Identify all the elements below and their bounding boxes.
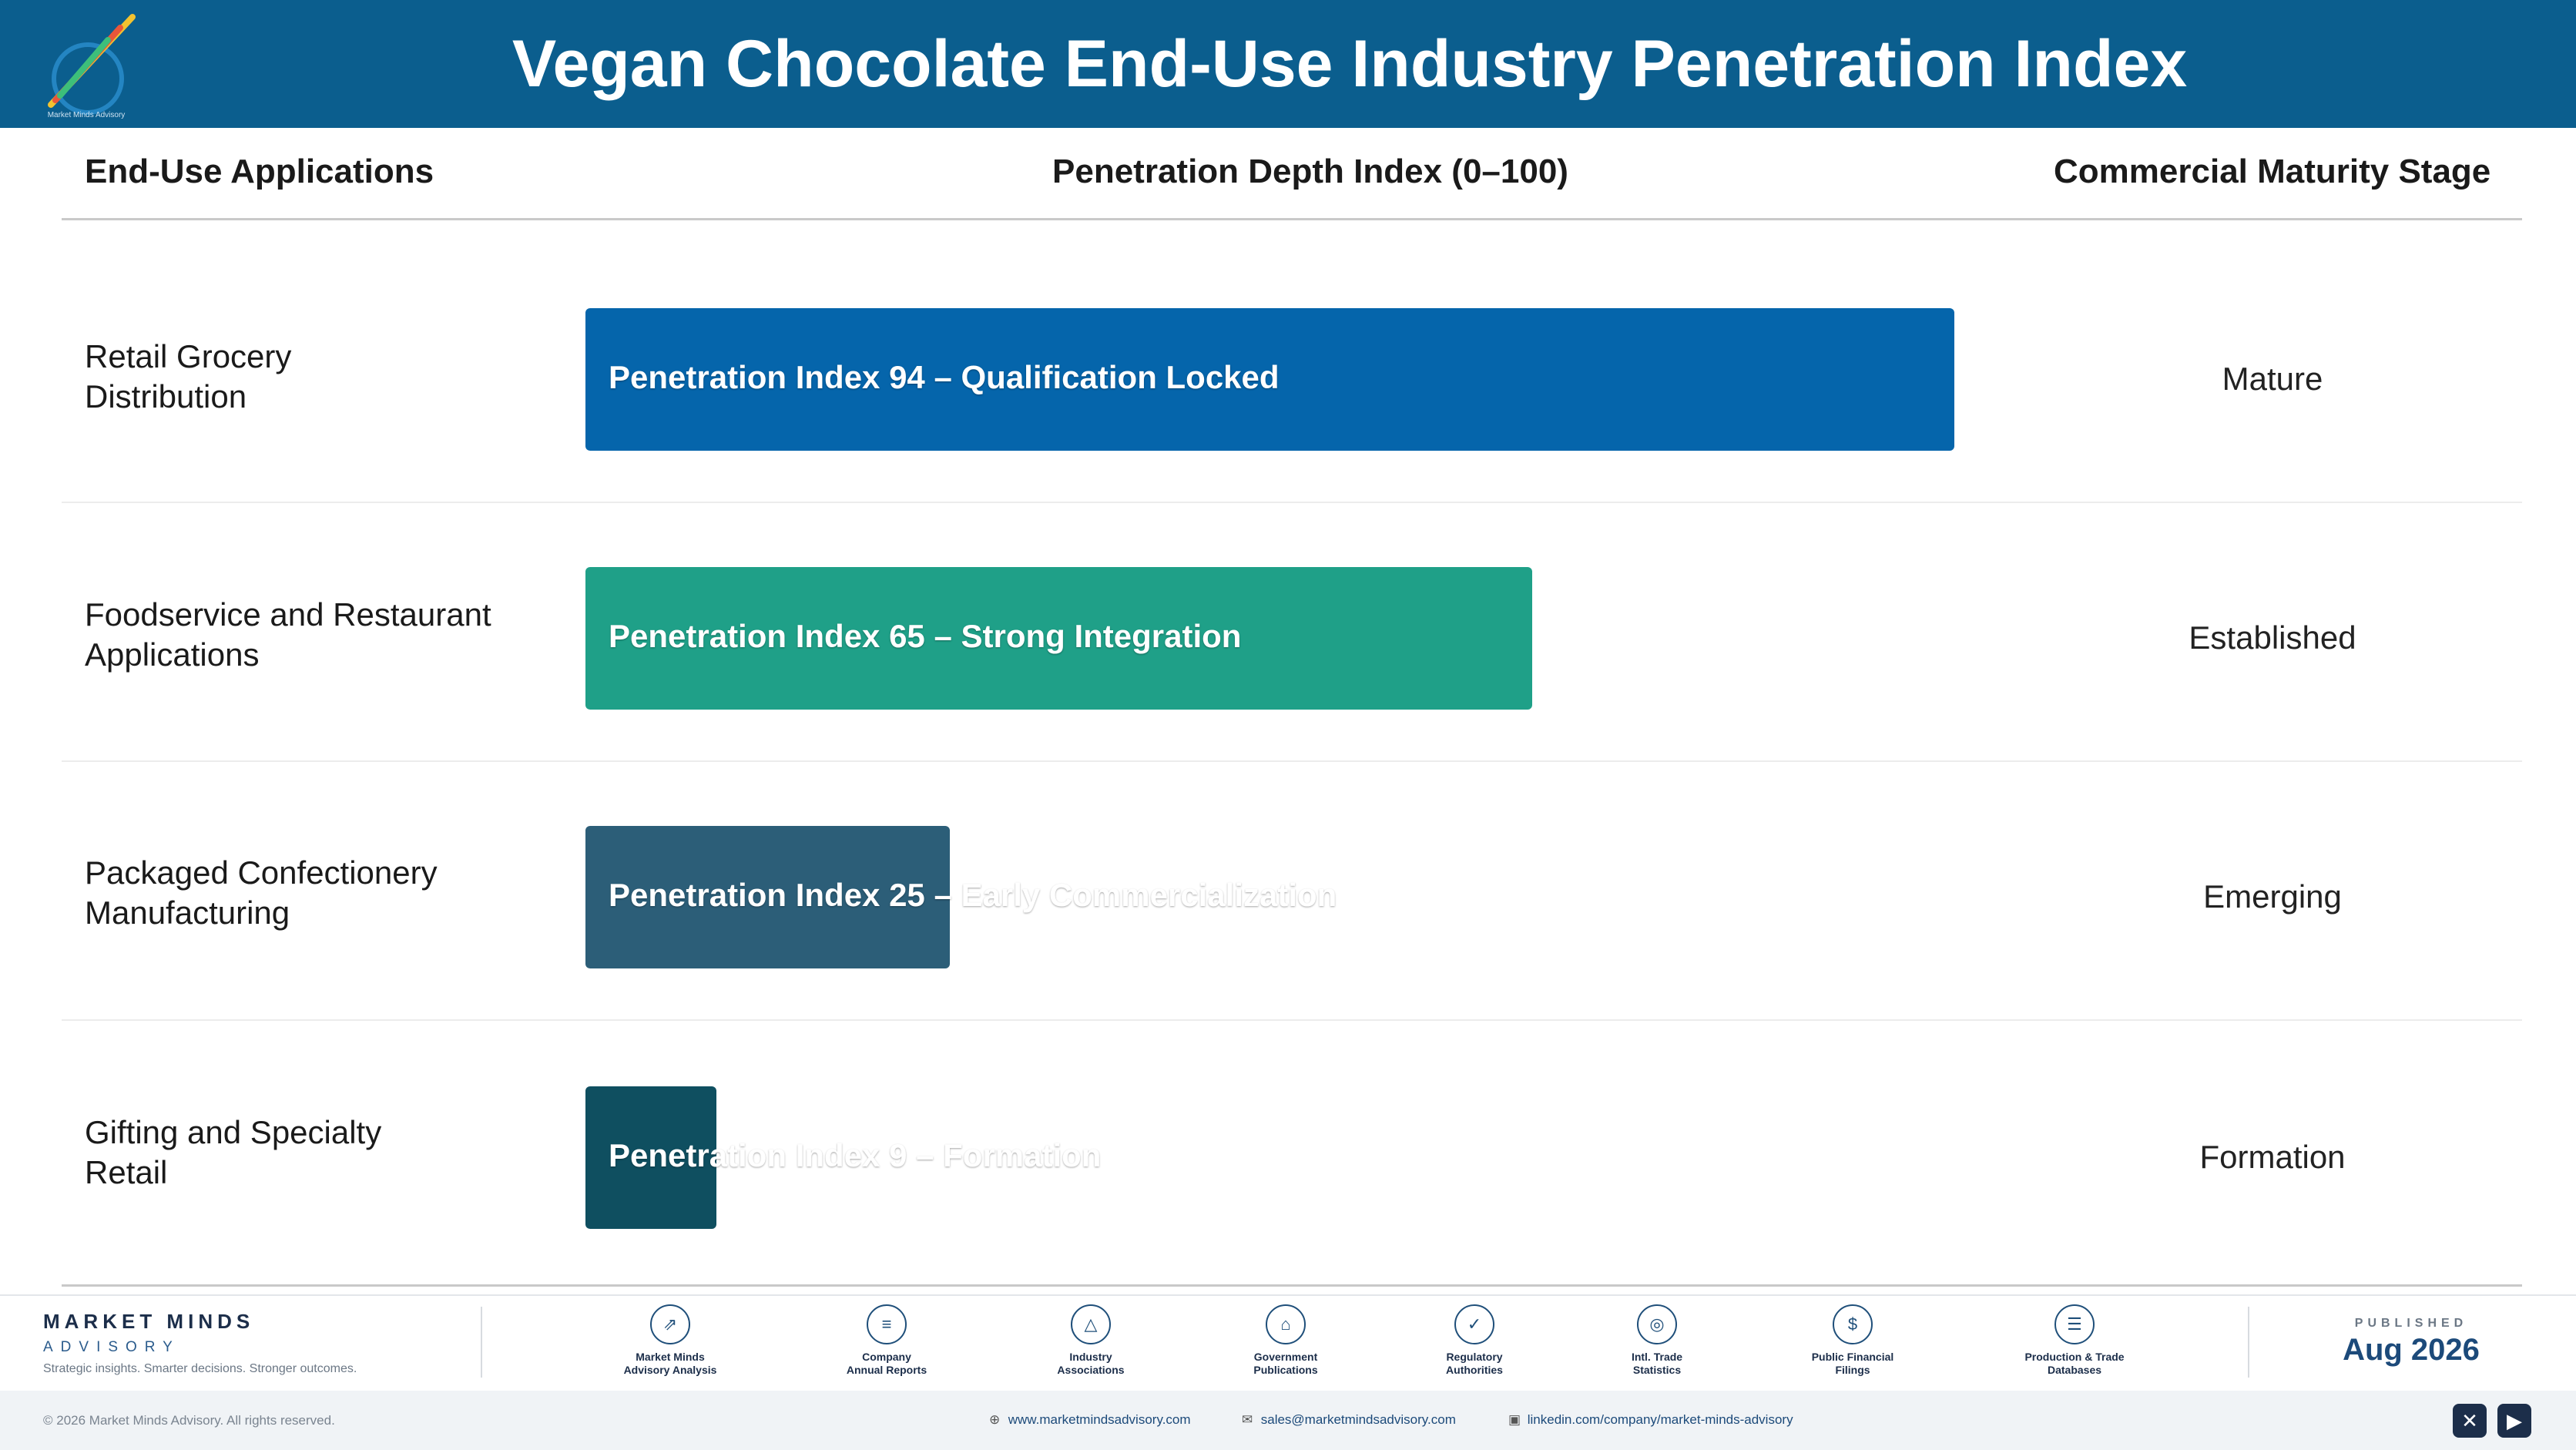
youtube-social-icon[interactable]: ▶ (2497, 1404, 2531, 1438)
source-item: ◎ Intl. Trade Statistics (1580, 1304, 1734, 1377)
source-label: Company Annual Reports (846, 1351, 927, 1376)
bar-packaged-confectionery (585, 826, 950, 968)
source-item: ⌂ Government Publications (1209, 1304, 1363, 1377)
row-label-line: Retail (85, 1154, 168, 1190)
row-label: Packaged Confectionery Manufacturing (85, 853, 547, 933)
column-header-stage: Commercial Maturity Stage (2054, 153, 2491, 190)
column-header-applications: End-Use Applications (85, 153, 434, 190)
bar-label: Penetration Index 94 – Qualification Loc… (609, 359, 1280, 395)
page-title: Vegan Chocolate End-Use Industry Penetra… (512, 27, 2188, 101)
globe-icon: ◎ (1637, 1304, 1677, 1344)
brand-tagline: Strategic insights. Smarter decisions. S… (43, 1362, 357, 1375)
trend-chart-icon: ⇗ (650, 1304, 690, 1344)
source-label: Market Minds Advisory Analysis (623, 1351, 717, 1376)
header-divider (62, 218, 2522, 220)
row-label: Retail Grocery Distribution (85, 337, 547, 417)
bottom-bar (0, 1391, 2576, 1450)
table-bottom-rule (62, 1284, 2522, 1287)
row-label-line: Foodservice and Restaurant (85, 596, 491, 633)
x-social-icon[interactable]: ✕ (2453, 1404, 2487, 1438)
network-icon: △ (1071, 1304, 1111, 1344)
linkedin-link[interactable]: ▣ linkedin.com/company/market-minds-advi… (1508, 1412, 1793, 1428)
copyright: © 2026 Market Minds Advisory. All rights… (43, 1413, 335, 1428)
row-label-line: Distribution (85, 378, 247, 415)
source-label: Regulatory Authorities (1446, 1351, 1503, 1376)
source-label: Industry Associations (1057, 1351, 1125, 1376)
source-item: △ Industry Associations (1014, 1304, 1168, 1377)
footer-divider (2248, 1307, 2249, 1378)
bar-label: Penetration Index 65 – Strong Integratio… (609, 618, 1242, 654)
dollar-coin-icon: $ (1833, 1304, 1873, 1344)
source-item: $ Public Financial Filings (1776, 1304, 1930, 1377)
brand-name: MARKET MINDS (43, 1310, 255, 1333)
stage-label: Established (2189, 619, 2356, 656)
linkedin-text[interactable]: linkedin.com/company/market-minds-adviso… (1527, 1412, 1793, 1427)
row-label-line: Gifting and Specialty (85, 1114, 382, 1150)
row-label-line: Manufacturing (85, 895, 290, 931)
source-label: Public Financial Filings (1811, 1351, 1894, 1376)
email-link[interactable]: ✉ sales@marketmindsadvisory.com (1242, 1412, 1456, 1428)
row-label-line: Packaged Confectionery (85, 854, 438, 891)
stage-label: Mature (2222, 361, 2323, 397)
source-item: ☰ Production & Trade Databases (1997, 1304, 2152, 1377)
bar-retail-grocery (585, 308, 1954, 451)
bar-label: Penetration Index 9 – Formation (609, 1137, 1102, 1173)
linkedin-icon: ▣ (1508, 1412, 1521, 1427)
website-link[interactable]: ⊕ www.marketmindsadvisory.com (989, 1412, 1191, 1428)
header-banner: Market Minds Advisory Vegan Chocolate En… (0, 0, 2576, 128)
email-text[interactable]: sales@marketmindsadvisory.com (1260, 1412, 1456, 1427)
government-building-icon: ⌂ (1266, 1304, 1306, 1344)
source-label: Government Publications (1253, 1351, 1318, 1376)
column-header-index: Penetration Depth Index (0–100) (1052, 153, 1568, 190)
bar-foodservice (585, 567, 1532, 710)
globe-icon: ⊕ (989, 1412, 1001, 1427)
row-divider (62, 760, 2522, 762)
source-label: Intl. Trade Statistics (1631, 1351, 1683, 1376)
row-divider (62, 1019, 2522, 1021)
source-item: ≡ Company Annual Reports (810, 1304, 964, 1377)
pencil-swoosh-logo-icon: Market Minds Advisory (48, 14, 136, 119)
logo-caption: Market Minds Advisory (48, 111, 126, 119)
stage-label: Formation (2199, 1139, 2346, 1175)
database-icon: ☰ (2054, 1304, 2095, 1344)
bar-gifting-specialty (585, 1086, 716, 1229)
row-divider (62, 502, 2522, 503)
website-text[interactable]: www.marketmindsadvisory.com (1008, 1412, 1191, 1427)
document-icon: ≡ (867, 1304, 907, 1344)
source-item: ✓ Regulatory Authorities (1397, 1304, 1551, 1377)
bar-label: Penetration Index 25 – Early Commerciali… (609, 877, 1337, 913)
mail-icon: ✉ (1242, 1412, 1253, 1427)
published-label: PUBLISHED (2354, 1317, 2468, 1330)
row-label-line: Applications (85, 636, 260, 673)
source-item: ⇗ Market Minds Advisory Analysis (593, 1304, 747, 1377)
brand-sub: ADVISORY (43, 1339, 180, 1355)
stage-label: Emerging (2203, 878, 2342, 915)
row-label: Foodservice and Restaurant Applications (85, 595, 547, 675)
shield-check-icon: ✓ (1454, 1304, 1494, 1344)
source-label: Production & Trade Databases (2024, 1351, 2125, 1376)
row-label-line: Retail Grocery (85, 338, 292, 374)
row-label: Gifting and Specialty Retail (85, 1113, 547, 1193)
footer-divider (481, 1307, 482, 1378)
published-date: Aug 2026 (2343, 1333, 2480, 1367)
